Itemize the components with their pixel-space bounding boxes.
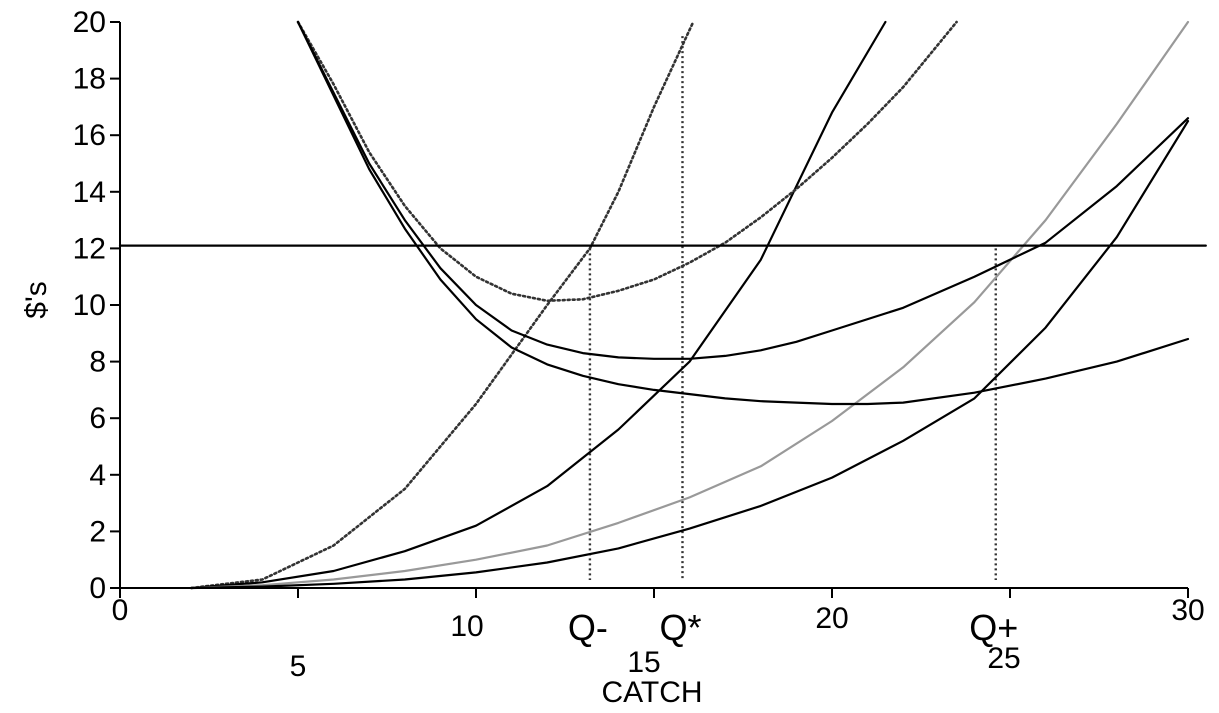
y-axis-title: $'s	[20, 281, 53, 318]
q-label: Q-	[568, 607, 608, 648]
series-line-2	[190, 20, 887, 590]
x-tick-label: 20	[815, 602, 848, 635]
curves	[118, 20, 1207, 590]
y-tick-label: 6	[89, 402, 106, 435]
series-line-3	[190, 20, 1190, 590]
series-line-1	[189, 20, 695, 590]
x-axis-title: CATCH	[601, 676, 702, 709]
series-line-5	[296, 20, 958, 303]
q-labels: Q- Q* Q+	[568, 607, 1018, 648]
series-line-7	[296, 20, 1190, 406]
series-line-6	[296, 20, 1190, 360]
series-line-4	[190, 119, 1190, 590]
y-tick-label: 16	[73, 119, 106, 152]
q-reference-lines	[588, 36, 997, 580]
y-tick-label: 0	[89, 572, 106, 605]
y-tick-label: 14	[73, 176, 106, 209]
y-tick-label: 10	[73, 289, 106, 322]
x-tick-label: 25	[987, 642, 1020, 675]
y-tick-label: 18	[73, 63, 106, 96]
x-tick-label: 10	[450, 610, 483, 643]
y-tick-label: 2	[89, 515, 106, 548]
y-tick-label: 4	[89, 459, 106, 492]
x-ticks: 0 5 10 15 20 25 30	[112, 588, 1205, 683]
x-tick-label: 5	[290, 650, 307, 683]
x-tick-label: 30	[1171, 594, 1204, 627]
y-tick-label: 12	[73, 232, 106, 265]
q-label: Q*	[659, 607, 701, 648]
y-ticks: 0 2 4 6 8 10 12 14 16 18 20	[73, 6, 120, 605]
x-tick-label: 0	[112, 594, 129, 627]
q-label: Q+	[969, 607, 1018, 648]
x-tick-label: 15	[627, 646, 660, 679]
y-tick-label: 8	[89, 346, 106, 379]
y-tick-label: 20	[73, 6, 106, 39]
